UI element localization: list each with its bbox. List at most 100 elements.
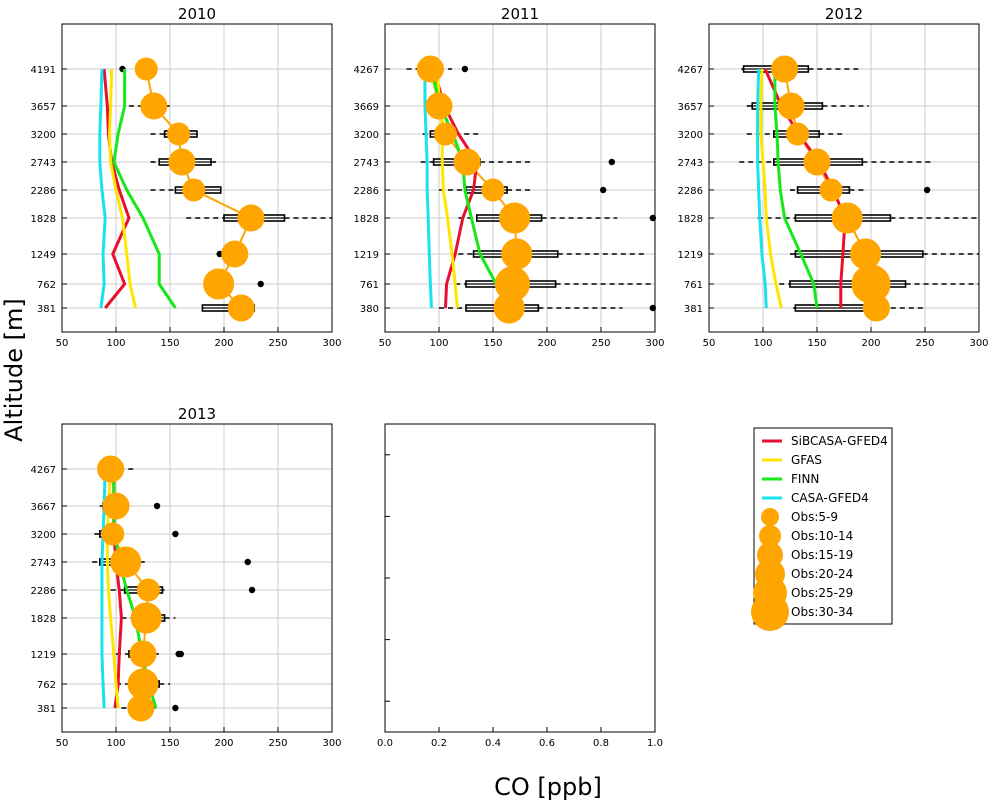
legend-label: SiBCASA-GFED4 [791,434,888,448]
x-tick-label: 300 [645,338,664,349]
y-tick-label: 1828 [354,214,379,225]
y-tick-label: 4267 [354,65,379,76]
obs-marker [102,492,130,520]
x-tick-label: 150 [483,338,502,349]
y-tick-label: 381 [37,304,56,315]
y-tick-label: 4191 [31,65,56,76]
obs-outlier [649,304,657,312]
y-tick-label: 1828 [678,214,703,225]
legend-obs-marker [751,593,789,631]
axes-frame [61,423,333,733]
y-tick-label: 1219 [31,650,56,661]
obs-outlier [172,704,179,712]
obs-marker [831,202,863,234]
x-tick-label: 1.0 [647,738,663,749]
obs-outlier [172,530,179,538]
obs-marker [850,238,882,270]
y-tick-label: 2286 [31,186,56,197]
legend-label: Obs:25-29 [791,586,853,600]
series-line-gfas [759,68,783,309]
panel-title: 2010 [178,5,216,23]
y-tick-label: 3667 [31,502,56,513]
legend-label: Obs:20-24 [791,567,853,581]
obs-marker [167,122,191,146]
axes-frame [61,23,333,333]
y-tick-label: 3200 [31,530,56,541]
y-tick-label: 381 [37,704,56,715]
x-tick-label: 0.6 [539,738,555,749]
x-tick-label: 250 [268,338,287,349]
series-line-casa-gfed4 [100,468,107,709]
x-tick-label: 0.8 [593,738,609,749]
y-tick-label: 2286 [678,186,703,197]
x-tick-label: 0.2 [431,738,447,749]
y-tick-label: 3200 [31,130,56,141]
x-tick-label: 150 [160,738,179,749]
obs-outlier [177,650,184,658]
obs-marker [203,268,235,300]
y-tick-label: 2743 [31,558,56,569]
obs-marker [182,178,206,202]
obs-marker [101,522,125,546]
x-tick-label: 150 [807,338,826,349]
panels-group: 50 100 150 200 250 300 381 762 1249 1828 2286 2743 3… [31,5,989,749]
axes-frame [384,423,656,733]
obs-marker [227,294,255,322]
x-tick-label: 50 [379,338,392,349]
obs-marker [237,204,265,232]
legend-label: FINN [791,472,819,486]
obs-marker [819,178,843,202]
obs-marker [851,264,891,304]
x-tick-label: 250 [915,338,934,349]
legend-label: CASA-GFED4 [791,491,869,505]
obs-marker [221,240,249,268]
legend: SiBCASA-GFED4 GFAS FINN CASA-GFED4 Obs:5-9 Ob… [751,427,893,631]
obs-marker [481,178,505,202]
x-tick-label: 200 [861,338,880,349]
y-tick-label: 1249 [31,250,56,261]
obs-outlier [216,250,223,258]
obs-marker [425,92,453,120]
x-tick-label: 300 [969,338,988,349]
obs-outlier [923,186,931,194]
y-tick-label: 380 [360,304,379,315]
y-tick-label: 762 [37,280,56,291]
series-line-gfas [108,68,137,309]
x-tick-label: 100 [106,338,125,349]
y-tick-label: 1828 [31,214,56,225]
obs-marker [771,55,799,83]
y-tick-label: 4267 [31,465,56,476]
y-tick-label: 2743 [678,158,703,169]
y-tick-label: 2286 [354,186,379,197]
x-tick-label: 0.4 [485,738,501,749]
x-tick-label: 250 [268,738,287,749]
y-tick-label: 3669 [354,102,379,113]
panel-empty: 0.0 0.2 0.4 0.6 0.8 1.0 [377,423,663,749]
panel-title: 2013 [178,405,216,423]
obs-marker [140,92,168,120]
series-line-finn [112,69,177,309]
obs-marker [129,640,157,668]
x-tick-label: 300 [322,338,341,349]
obs-outlier [599,186,607,194]
x-tick-label: 50 [703,338,716,349]
obs-outlier [244,558,251,566]
x-tick-label: 200 [214,738,233,749]
obs-outlier [461,65,469,73]
series-line-sibcasa-gfed4 [432,68,479,309]
axes-frame [384,23,656,333]
obs-marker [494,266,530,302]
obs-marker [786,122,810,146]
figure-xlabel: CO [ppb] [494,773,602,801]
y-tick-label: 381 [684,304,703,315]
obs-marker [416,55,444,83]
y-tick-label: 2286 [31,586,56,597]
y-tick-label: 3657 [678,102,703,113]
obs-outlier [608,158,615,166]
panel-2012: 50 100 150 200 250 300 381 761 1219 1828 2286 2743 3… [678,5,989,349]
y-tick-label: 3200 [678,130,703,141]
legend-label: Obs:15-19 [791,548,853,562]
series-line-casa-gfed4 [98,68,107,309]
x-tick-label: 200 [537,338,556,349]
